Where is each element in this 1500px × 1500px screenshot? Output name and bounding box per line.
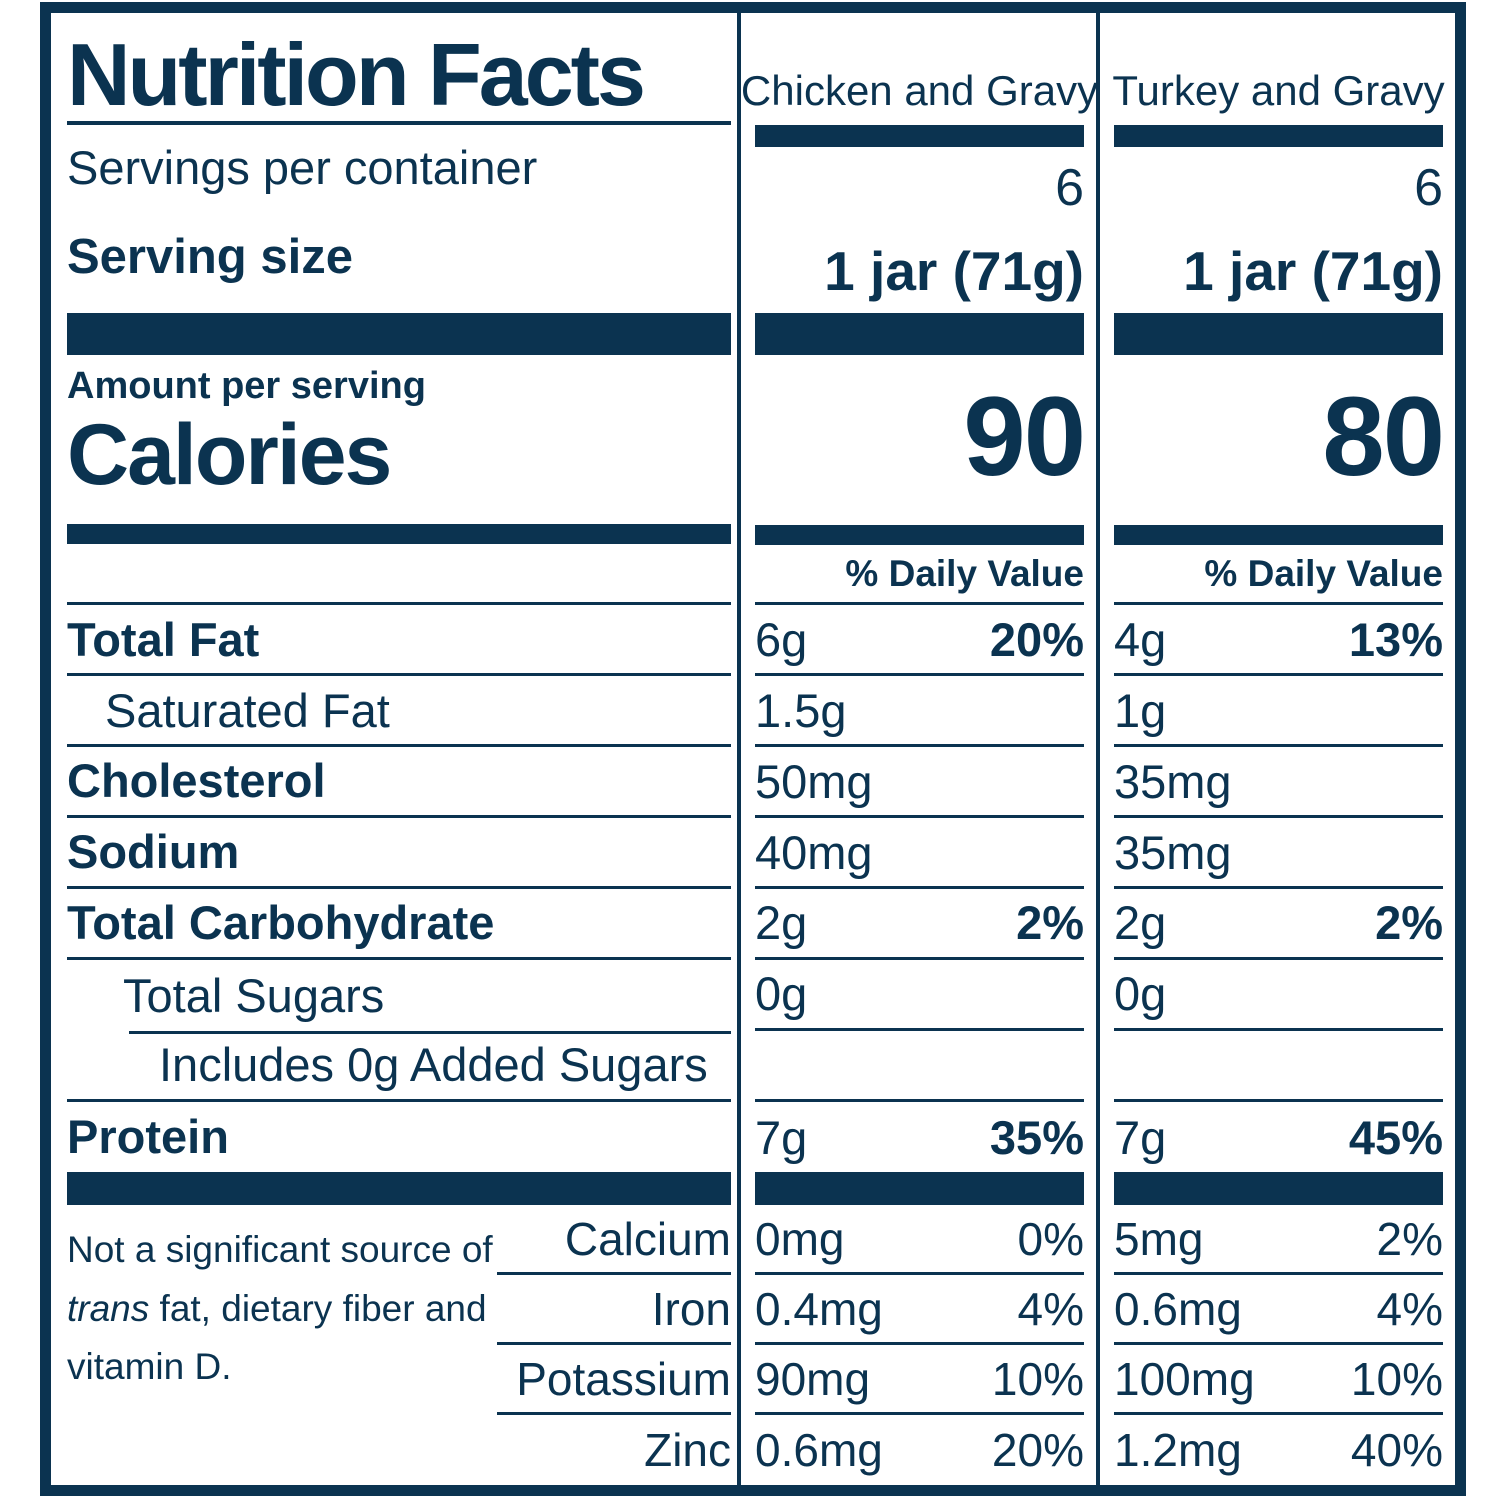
amount-per-serving-label: Amount per serving	[67, 364, 426, 407]
mineral-label-calcium: Calcium	[497, 1205, 731, 1276]
minerals-section-labels: Not a significant source of trans fat, d…	[67, 1205, 731, 1485]
column-turkey-and-gravy: Turkey and Gravy 6 1 jar (71g) 80 % Dail…	[1096, 13, 1455, 1485]
divider-bar-bottom	[755, 1172, 1084, 1206]
divider-bar-bottom	[1114, 1172, 1443, 1206]
product-name-chicken: Chicken and Gravy	[740, 67, 1099, 114]
saturated-fat-values-turkey: 1g	[1114, 676, 1443, 748]
divider-bar-medium	[1114, 524, 1443, 545]
daily-value-band-chicken: % Daily Value	[755, 524, 1084, 606]
header-labels: Nutrition Facts Servings per container S…	[67, 13, 731, 313]
daily-value-band-turkey: % Daily Value	[1114, 524, 1443, 606]
calcium-values-turkey: 5mg 2%	[1114, 1205, 1443, 1276]
iron-values-turkey: 0.6mg 4%	[1114, 1275, 1443, 1346]
iron-values-chicken: 0.4mg 4%	[755, 1275, 1084, 1346]
header-chicken: Chicken and Gravy 6 1 jar (71g)	[740, 13, 1099, 313]
total-sugars-values-turkey: 0g	[1114, 960, 1443, 1031]
nutrient-label-total-sugars: Total Sugars	[67, 960, 731, 1034]
divider-bar-thick	[1114, 313, 1443, 355]
labels-column: Nutrition Facts Servings per container S…	[51, 13, 737, 1485]
calories-value-turkey: 80	[1322, 374, 1445, 499]
header-turkey: Turkey and Gravy 6 1 jar (71g)	[1112, 13, 1445, 313]
column-chicken-and-gravy: Chicken and Gravy 6 1 jar (71g) 90 % Dai…	[737, 13, 1099, 1485]
zinc-values-chicken: 0.6mg 20%	[755, 1423, 1084, 1476]
product-name-turkey: Turkey and Gravy	[1112, 67, 1445, 114]
total-fat-values-chicken: 6g 20%	[755, 605, 1084, 677]
footnote-trans-italic: trans	[67, 1287, 150, 1329]
nutrition-facts-panel: Nutrition Facts Servings per container S…	[40, 2, 1466, 1496]
cholesterol-values-chicken: 50mg	[755, 747, 1084, 819]
nutrient-label-total-fat: Total Fat	[67, 605, 731, 677]
total-fat-values-turkey: 4g 13%	[1114, 605, 1443, 677]
nutrient-label-added-sugars: Includes 0g Added Sugars	[67, 1031, 731, 1102]
servings-per-container-label: Servings per container	[67, 140, 538, 194]
mineral-label-potassium: Potassium	[497, 1345, 731, 1416]
sodium-values-chicken: 40mg	[755, 818, 1084, 889]
nutrient-label-total-carbohydrate: Total Carbohydrate	[67, 889, 731, 960]
nutrient-label-cholesterol: Cholesterol	[67, 747, 731, 818]
saturated-fat-values-chicken: 1.5g	[755, 676, 1084, 748]
calories-label: Calories	[67, 406, 392, 503]
calories-band-chicken: 90	[755, 313, 1086, 525]
total-sugars-values-chicken: 0g	[755, 960, 1084, 1031]
added-sugars-values-chicken	[755, 1031, 1084, 1102]
divider-bar-thick	[67, 312, 731, 355]
nutrient-label-saturated-fat: Saturated Fat	[67, 676, 731, 747]
total-carbohydrate-values-chicken: 2g 2%	[755, 889, 1084, 960]
footnote-suffix: fat, dietary fiber and vitamin D.	[67, 1287, 487, 1388]
daily-value-header-turkey: % Daily Value	[1204, 552, 1443, 594]
mineral-label-iron: Iron	[497, 1275, 731, 1346]
protein-values-chicken: 7g 35%	[755, 1110, 1084, 1164]
footnote-prefix: Not a significant source of	[67, 1229, 493, 1271]
servings-value-turkey: 6	[1414, 159, 1443, 217]
servings-value-chicken: 6	[1055, 159, 1084, 217]
potassium-values-turkey: 100mg 10%	[1114, 1345, 1443, 1416]
calories-band-labels: Amount per serving Calories	[67, 312, 731, 525]
total-carbohydrate-values-turkey: 2g 2%	[1114, 889, 1443, 960]
added-sugars-values-turkey	[1114, 1031, 1443, 1102]
serving-size-value-chicken: 1 jar (71g)	[824, 240, 1084, 302]
nutrient-label-protein: Protein	[67, 1110, 229, 1164]
footnote: Not a significant source of trans fat, d…	[67, 1221, 495, 1396]
divider-bar-medium	[67, 524, 731, 545]
mineral-labels: Calcium Iron Potassium Zinc	[497, 1205, 731, 1485]
product-name-underbar	[1114, 125, 1443, 147]
divider-bar-thick	[755, 313, 1084, 355]
divider-bar-medium	[755, 524, 1084, 545]
calcium-values-chicken: 0mg 0%	[755, 1205, 1084, 1276]
calories-band-turkey: 80	[1114, 313, 1445, 525]
cholesterol-values-turkey: 35mg	[1114, 747, 1443, 819]
daily-value-header-chicken: % Daily Value	[845, 552, 1084, 594]
daily-value-spacer	[67, 544, 731, 602]
protein-bar-row-chicken	[755, 1172, 1084, 1206]
nutrient-label-sodium: Sodium	[67, 818, 731, 889]
serving-size-label: Serving size	[67, 230, 353, 284]
panel-title: Nutrition Facts	[67, 13, 731, 125]
divider-bar-bottom	[67, 1172, 731, 1206]
protein-values-turkey: 7g 45%	[1114, 1110, 1443, 1164]
serving-size-value-turkey: 1 jar (71g)	[1183, 240, 1443, 302]
daily-value-band-labels	[67, 524, 731, 606]
mineral-label-zinc: Zinc	[644, 1424, 731, 1477]
potassium-values-chicken: 90mg 10%	[755, 1345, 1084, 1416]
calories-value-chicken: 90	[963, 374, 1086, 499]
protein-bar-row-turkey	[1114, 1172, 1443, 1206]
sodium-values-turkey: 35mg	[1114, 818, 1443, 889]
protein-bar-row-labels	[67, 1172, 731, 1206]
product-name-underbar	[755, 125, 1084, 147]
zinc-values-turkey: 1.2mg 40%	[1114, 1423, 1443, 1476]
